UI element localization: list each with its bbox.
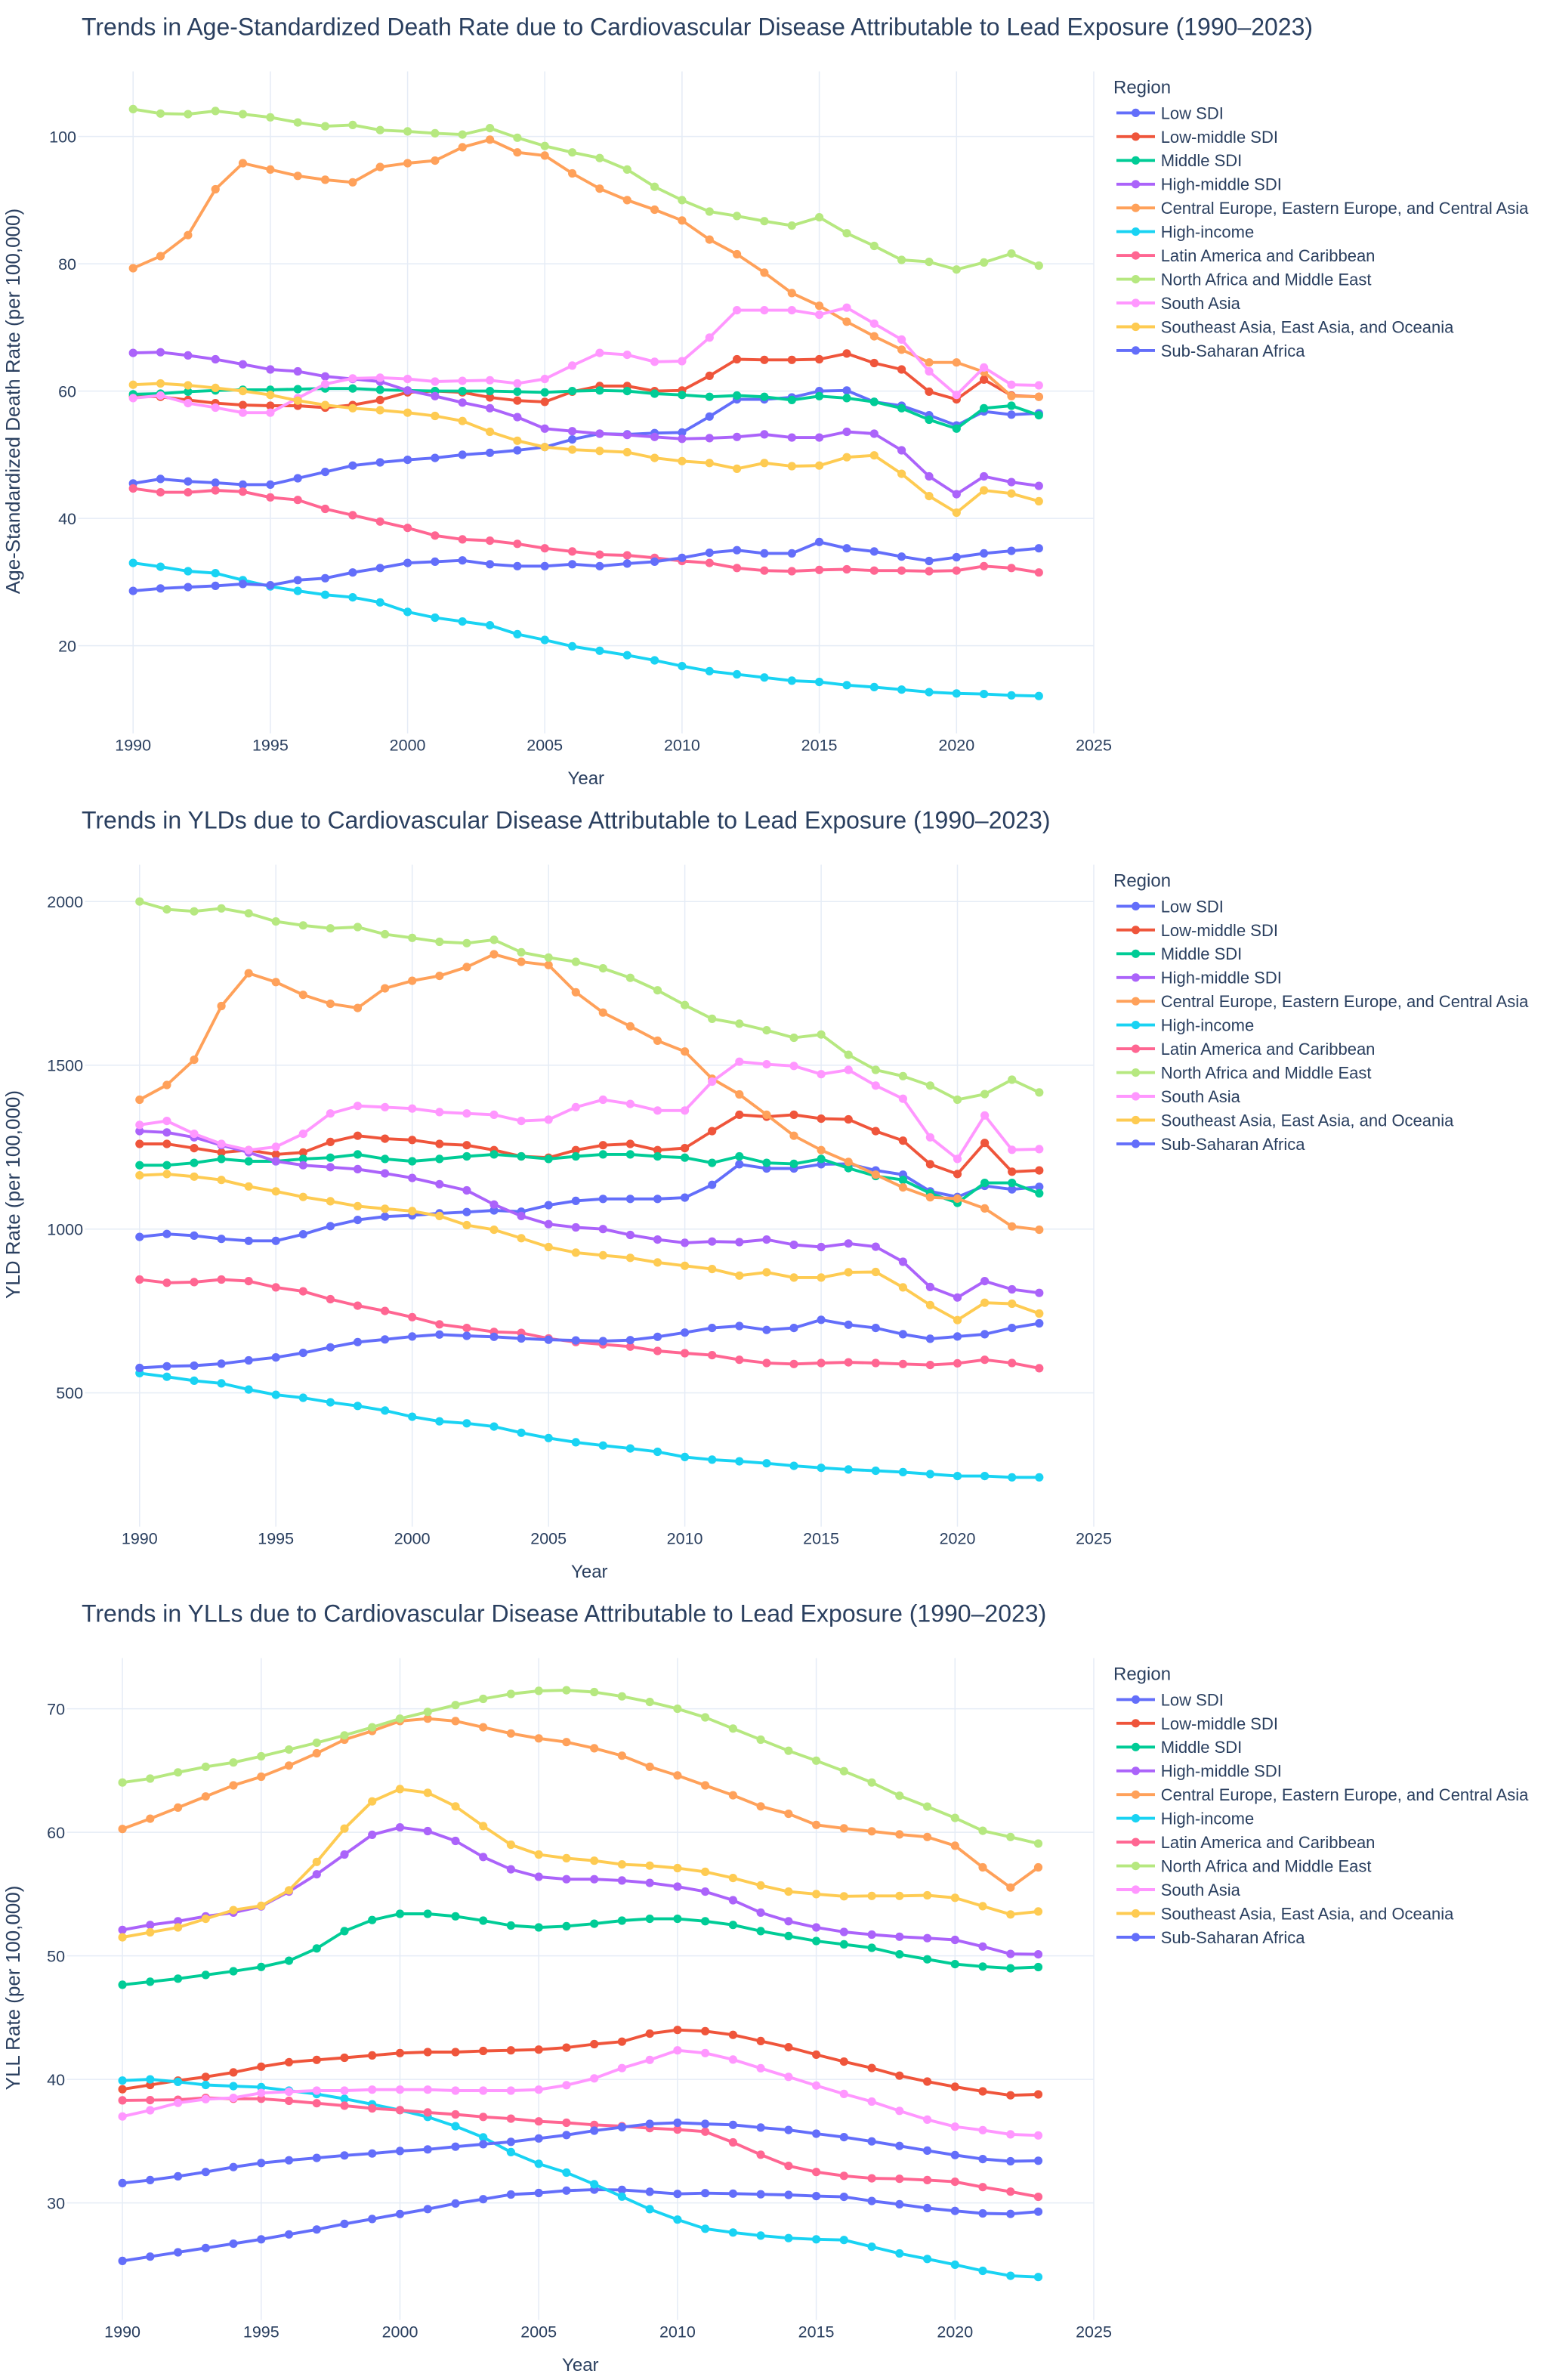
svg-text:40: 40 bbox=[47, 2071, 65, 2089]
svg-text:2025: 2025 bbox=[1076, 737, 1112, 755]
svg-text:South Asia: South Asia bbox=[1161, 294, 1241, 313]
svg-text:2010: 2010 bbox=[667, 1530, 703, 1548]
svg-text:Low-middle SDI: Low-middle SDI bbox=[1161, 1714, 1278, 1733]
svg-text:2000: 2000 bbox=[390, 737, 426, 755]
svg-text:2020: 2020 bbox=[938, 737, 974, 755]
svg-text:2025: 2025 bbox=[1076, 1530, 1112, 1548]
svg-text:YLD Rate (per 100,000): YLD Rate (per 100,000) bbox=[2, 1090, 24, 1299]
svg-text:50: 50 bbox=[47, 1947, 65, 1965]
svg-text:500: 500 bbox=[56, 1384, 83, 1402]
svg-text:2010: 2010 bbox=[659, 2323, 696, 2341]
svg-text:Latin America and Caribbean: Latin America and Caribbean bbox=[1161, 246, 1376, 265]
svg-text:Age-Standardized Death Rate (p: Age-Standardized Death Rate (per 100,000… bbox=[2, 209, 24, 594]
svg-text:1500: 1500 bbox=[47, 1057, 83, 1075]
svg-text:20: 20 bbox=[58, 637, 76, 655]
svg-text:Region: Region bbox=[1113, 78, 1171, 98]
svg-text:High-middle SDI: High-middle SDI bbox=[1161, 175, 1282, 194]
svg-text:1000: 1000 bbox=[47, 1220, 83, 1238]
svg-text:1990: 1990 bbox=[122, 1530, 158, 1548]
svg-text:High-middle SDI: High-middle SDI bbox=[1161, 969, 1282, 988]
svg-text:40: 40 bbox=[58, 510, 76, 528]
svg-text:2005: 2005 bbox=[526, 737, 563, 755]
svg-text:North Africa and Middle East: North Africa and Middle East bbox=[1161, 270, 1372, 289]
svg-text:Middle SDI: Middle SDI bbox=[1161, 1738, 1243, 1757]
svg-text:Sub-Saharan Africa: Sub-Saharan Africa bbox=[1161, 342, 1306, 360]
svg-text:2000: 2000 bbox=[382, 2323, 418, 2341]
svg-text:60: 60 bbox=[47, 1824, 65, 1842]
svg-text:2020: 2020 bbox=[940, 1530, 976, 1548]
svg-text:Region: Region bbox=[1113, 1664, 1171, 1685]
svg-text:1995: 1995 bbox=[258, 1530, 294, 1548]
svg-text:Latin America and Caribbean: Latin America and Caribbean bbox=[1161, 1833, 1376, 1852]
svg-text:Southeast Asia, East Asia, and: Southeast Asia, East Asia, and Oceania bbox=[1161, 1111, 1454, 1130]
svg-text:Latin America and Caribbean: Latin America and Caribbean bbox=[1161, 1040, 1376, 1059]
svg-text:Low SDI: Low SDI bbox=[1161, 104, 1224, 122]
svg-text:South Asia: South Asia bbox=[1161, 1087, 1241, 1106]
svg-text:Trends in YLLs due to Cardiova: Trends in YLLs due to Cardiovascular Dis… bbox=[82, 1600, 1046, 1627]
svg-text:Year: Year bbox=[571, 1562, 608, 1582]
svg-text:2000: 2000 bbox=[47, 893, 83, 911]
svg-text:2015: 2015 bbox=[803, 1530, 839, 1548]
svg-text:70: 70 bbox=[47, 1700, 65, 1718]
svg-text:Year: Year bbox=[568, 768, 605, 789]
svg-text:Central Europe, Eastern Europe: Central Europe, Eastern Europe, and Cent… bbox=[1161, 1785, 1529, 1804]
svg-text:YLL Rate (per 100,000): YLL Rate (per 100,000) bbox=[2, 1886, 24, 2091]
svg-text:North Africa and Middle East: North Africa and Middle East bbox=[1161, 1063, 1372, 1082]
svg-text:Central Europe, Eastern Europe: Central Europe, Eastern Europe, and Cent… bbox=[1161, 992, 1529, 1011]
svg-text:Middle SDI: Middle SDI bbox=[1161, 151, 1243, 170]
svg-text:30: 30 bbox=[47, 2194, 65, 2212]
svg-text:2020: 2020 bbox=[937, 2323, 973, 2341]
svg-text:Trends in Age-Standardized Dea: Trends in Age-Standardized Death Rate du… bbox=[82, 14, 1313, 41]
svg-text:Middle SDI: Middle SDI bbox=[1161, 944, 1243, 963]
svg-text:1990: 1990 bbox=[104, 2323, 140, 2341]
svg-text:Southeast Asia, East Asia, and: Southeast Asia, East Asia, and Oceania bbox=[1161, 317, 1454, 336]
svg-text:2005: 2005 bbox=[530, 1530, 567, 1548]
svg-text:South Asia: South Asia bbox=[1161, 1881, 1241, 1899]
svg-text:Low SDI: Low SDI bbox=[1161, 897, 1224, 916]
svg-text:Sub-Saharan Africa: Sub-Saharan Africa bbox=[1161, 1928, 1306, 1947]
svg-text:High-income: High-income bbox=[1161, 1810, 1255, 1828]
svg-text:Low-middle SDI: Low-middle SDI bbox=[1161, 921, 1278, 940]
svg-text:100: 100 bbox=[49, 128, 76, 146]
svg-text:2025: 2025 bbox=[1076, 2323, 1112, 2341]
svg-text:80: 80 bbox=[58, 255, 76, 274]
svg-text:High-income: High-income bbox=[1161, 223, 1255, 242]
svg-text:Low SDI: Low SDI bbox=[1161, 1690, 1224, 1709]
svg-text:Sub-Saharan Africa: Sub-Saharan Africa bbox=[1161, 1135, 1306, 1154]
svg-text:Low-middle SDI: Low-middle SDI bbox=[1161, 128, 1278, 147]
svg-text:Southeast Asia, East Asia, and: Southeast Asia, East Asia, and Oceania bbox=[1161, 1904, 1454, 1923]
svg-text:2015: 2015 bbox=[798, 2323, 835, 2341]
svg-text:Year: Year bbox=[562, 2355, 599, 2375]
svg-text:2000: 2000 bbox=[394, 1530, 431, 1548]
svg-text:Trends in YLDs due to Cardiova: Trends in YLDs due to Cardiovascular Dis… bbox=[82, 807, 1051, 834]
svg-text:High-middle SDI: High-middle SDI bbox=[1161, 1762, 1282, 1781]
svg-text:North Africa and Middle East: North Africa and Middle East bbox=[1161, 1856, 1372, 1875]
svg-text:2005: 2005 bbox=[520, 2323, 557, 2341]
svg-text:1995: 1995 bbox=[243, 2323, 279, 2341]
svg-text:1990: 1990 bbox=[115, 737, 151, 755]
svg-text:Central Europe, Eastern Europe: Central Europe, Eastern Europe, and Cent… bbox=[1161, 199, 1529, 218]
svg-text:1995: 1995 bbox=[252, 737, 289, 755]
svg-text:2015: 2015 bbox=[801, 737, 838, 755]
svg-text:60: 60 bbox=[58, 382, 76, 400]
svg-text:2010: 2010 bbox=[664, 737, 700, 755]
svg-text:High-income: High-income bbox=[1161, 1016, 1255, 1035]
svg-text:Region: Region bbox=[1113, 871, 1171, 892]
